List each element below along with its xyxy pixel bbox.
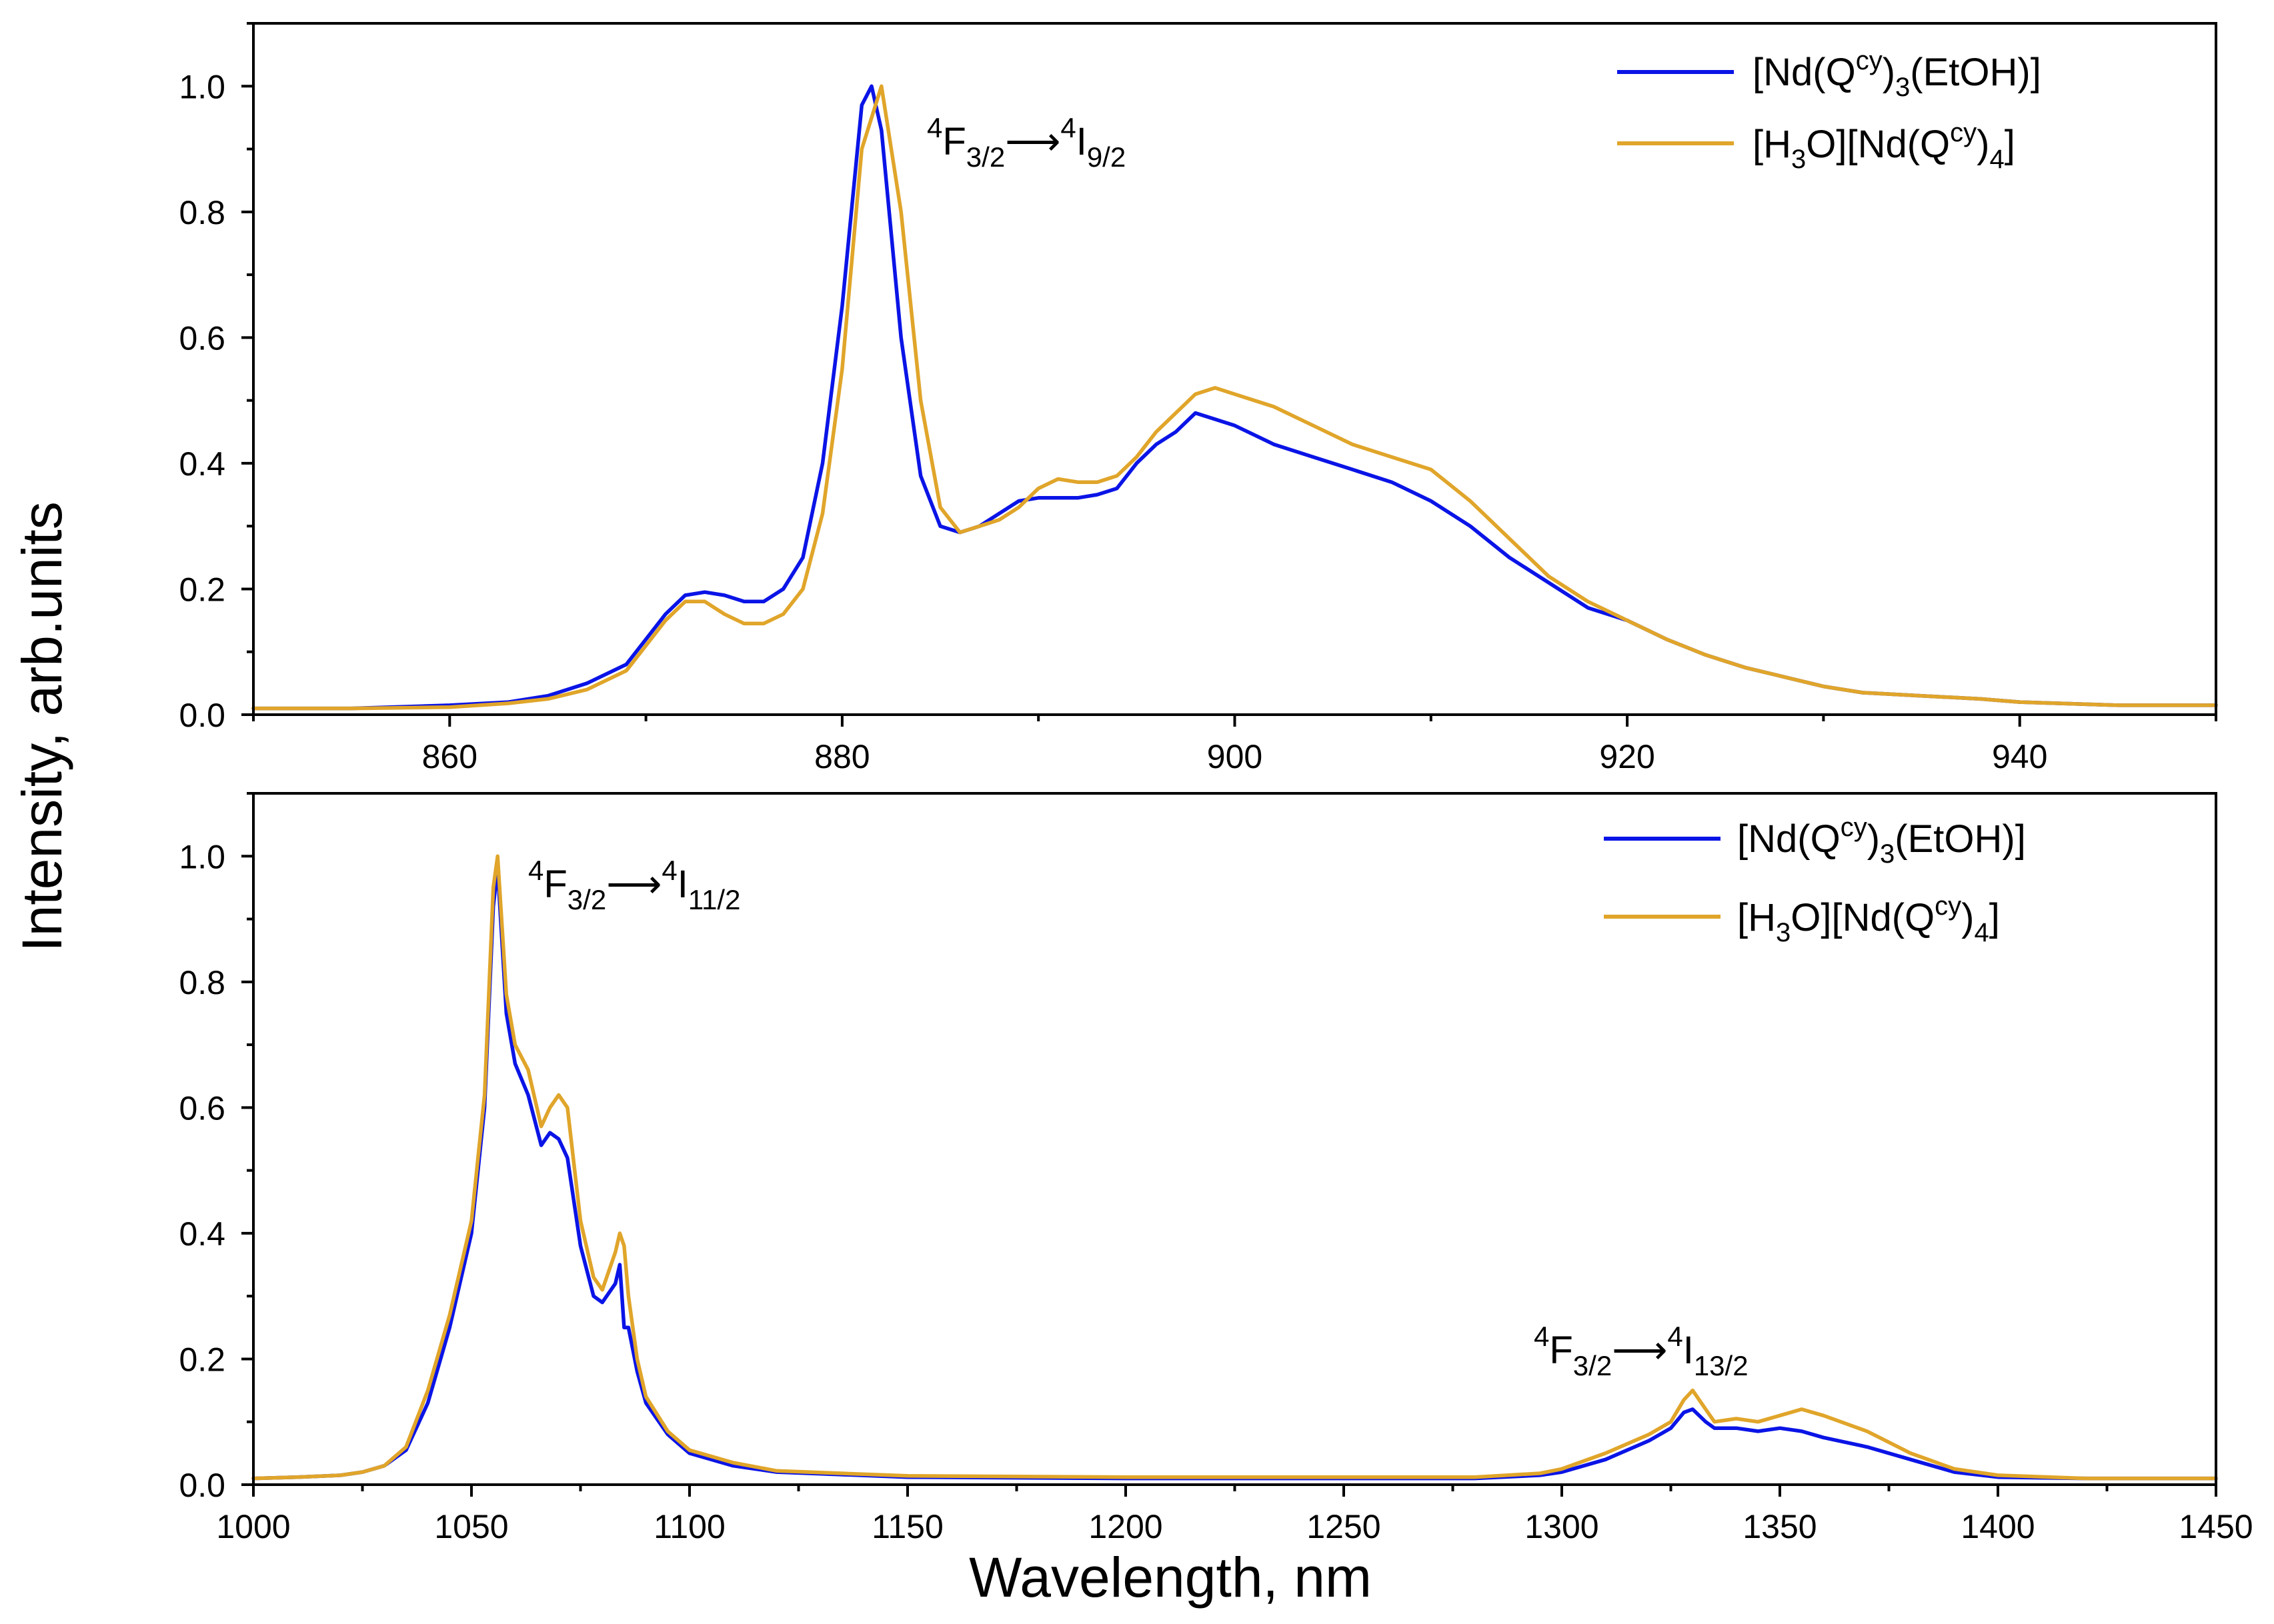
top-x-tick-label: 900 — [1207, 738, 1262, 775]
bottom-x-tick-label: 1150 — [872, 1508, 944, 1545]
top-y-tick-label: 0.6 — [179, 319, 225, 357]
bottom-y-tick-label: 0.2 — [179, 1341, 225, 1378]
bottom-y-tick-label: 0.8 — [179, 964, 225, 1001]
top-x-tick-label: 940 — [1992, 738, 2047, 775]
bottom-x-tick-label: 1100 — [654, 1508, 726, 1545]
bottom-legend-label-b: [H3O][Nd(Qcy)4] — [1737, 891, 2000, 947]
bottom-x-tick-label: 1350 — [1743, 1508, 1817, 1545]
bottom-legend: [Nd(Qcy)3(EtOH)] [H3O][Nd(Qcy)4] — [1604, 813, 2026, 947]
bottom-legend-label-a: [Nd(Qcy)3(EtOH)] — [1737, 813, 2026, 869]
top-y-tick-label: 0.8 — [179, 194, 225, 231]
y-axis-title: Intensity, arb.units — [11, 501, 73, 951]
bottom-series-line-h3o-nd-qcy4 — [251, 854, 2218, 1481]
bottom-x-tick-label: 1400 — [1961, 1508, 2035, 1545]
bottom-transition-annotation-1: 4F3/2⟶4I11/2 — [528, 855, 740, 915]
top-legend-label-a: [Nd(Qcy)3(EtOH)] — [1753, 46, 2041, 102]
top-series-line-h3o-nd-qcy4 — [251, 84, 2218, 711]
top-axis-ticks: 860 880 900 920 940 0.0 0.2 0.4 0.6 0.8 1.0 — [179, 22, 2217, 775]
top-x-tick-label: 920 — [1599, 738, 1654, 775]
top-legend-label-b: [H3O][Nd(Qcy)4] — [1753, 118, 2015, 174]
bottom-plot-area — [251, 854, 2218, 1481]
bottom-x-tick-label: 1450 — [2179, 1508, 2253, 1545]
top-y-tick-label: 1.0 — [179, 68, 225, 105]
top-x-tick-label: 860 — [422, 738, 477, 775]
bottom-x-tick-label: 1000 — [216, 1508, 290, 1545]
bottom-axis-ticks: 1000 1050 1100 1150 1200 1250 1300 1350 1400 1450… — [179, 792, 2253, 1545]
top-y-tick-label: 0.4 — [179, 445, 225, 483]
bottom-x-tick-label: 1200 — [1088, 1508, 1162, 1545]
bottom-x-tick-label: 1050 — [434, 1508, 508, 1545]
top-y-tick-label: 0.2 — [179, 571, 225, 608]
x-axis-title: Wavelength, nm — [969, 1546, 1372, 1609]
bottom-y-tick-label: 0.0 — [179, 1467, 225, 1504]
bottom-x-tick-label: 1250 — [1306, 1508, 1380, 1545]
bottom-x-tick-label: 1300 — [1524, 1508, 1598, 1545]
top-x-tick-label: 880 — [814, 738, 870, 775]
top-legend: [Nd(Qcy)3(EtOH)] [H3O][Nd(Qcy)4] — [1617, 46, 2041, 174]
top-panel: 860 880 900 920 940 0.0 0.2 0.4 0.6 0.8 1.0 [Nd(Qc… — [179, 22, 2218, 775]
bottom-y-tick-label: 0.4 — [179, 1215, 225, 1253]
top-transition-annotation: 4F3/2⟶4I9/2 — [927, 112, 1126, 173]
bottom-y-tick-label: 1.0 — [179, 838, 225, 875]
bottom-y-tick-label: 0.6 — [179, 1089, 225, 1127]
top-y-tick-label: 0.0 — [179, 697, 225, 734]
bottom-panel: 1000 1050 1100 1150 1200 1250 1300 1350 1400 1450… — [179, 792, 2253, 1545]
bottom-transition-annotation-2: 4F3/2⟶4I13/2 — [1534, 1321, 1749, 1381]
top-plot-area — [251, 84, 2218, 711]
